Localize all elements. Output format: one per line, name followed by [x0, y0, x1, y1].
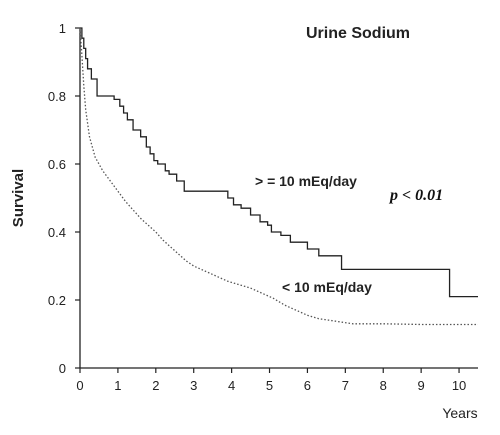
p-value-annotation: p < 0.01 [388, 187, 443, 204]
x-tick-label: 3 [190, 378, 197, 393]
x-axis-title: Years [442, 405, 477, 421]
y-tick-label: 0.2 [48, 293, 66, 308]
y-axis-title: Survival [10, 169, 27, 227]
x-tick-label: 9 [418, 378, 425, 393]
x-ticks: 0 1 2 3 4 5 6 7 8 9 10 [76, 368, 466, 393]
x-tick-label: 2 [152, 378, 159, 393]
chart-title: Urine Sodium [306, 25, 410, 42]
x-tick-label: 0 [76, 378, 83, 393]
y-tick-label: 0 [59, 361, 66, 376]
x-tick-label: 1 [114, 378, 121, 393]
x-tick-label: 8 [380, 378, 387, 393]
y-tick-label: 0.8 [48, 89, 66, 104]
x-tick-label: 6 [304, 378, 311, 393]
y-ticks: 0 0.2 0.4 0.6 0.8 1 [48, 21, 80, 376]
axes [79, 28, 478, 369]
series-label-low: < 10 mEq/day [282, 279, 372, 295]
x-tick-label: 10 [452, 378, 466, 393]
x-tick-label: 5 [266, 378, 273, 393]
y-tick-label: 0.4 [48, 225, 66, 240]
series-label-high: > = 10 mEq/day [255, 173, 357, 189]
x-tick-label: 4 [228, 378, 235, 393]
y-tick-label: 0.6 [48, 157, 66, 172]
series-lines [79, 27, 478, 326]
x-tick-label: 7 [342, 378, 349, 393]
series-high-sodium-line [80, 27, 478, 298]
y-tick-label: 1 [59, 21, 66, 36]
